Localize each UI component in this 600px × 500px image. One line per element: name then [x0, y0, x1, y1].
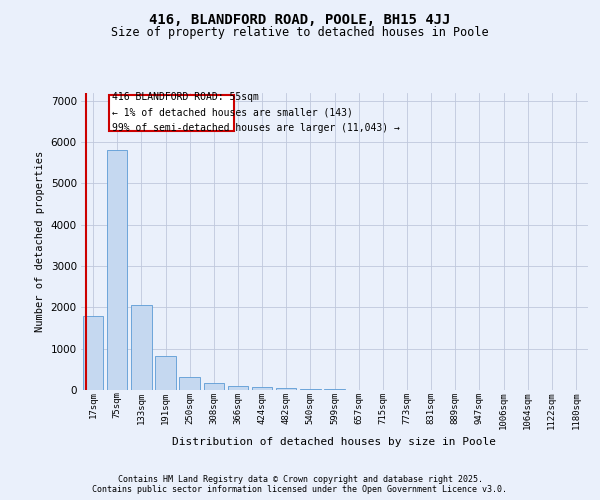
Y-axis label: Number of detached properties: Number of detached properties — [35, 150, 45, 332]
Bar — [131, 305, 152, 390]
Bar — [252, 386, 272, 390]
Bar — [83, 316, 103, 390]
Text: 416, BLANDFORD ROAD, POOLE, BH15 4JJ: 416, BLANDFORD ROAD, POOLE, BH15 4JJ — [149, 12, 451, 26]
Bar — [300, 388, 320, 390]
Bar — [179, 377, 200, 390]
X-axis label: Distribution of detached houses by size in Poole: Distribution of detached houses by size … — [173, 438, 497, 448]
Text: Contains HM Land Registry data © Crown copyright and database right 2025.
Contai: Contains HM Land Registry data © Crown c… — [92, 474, 508, 494]
Bar — [203, 383, 224, 390]
Bar — [227, 386, 248, 390]
FancyBboxPatch shape — [109, 94, 234, 131]
Text: Size of property relative to detached houses in Poole: Size of property relative to detached ho… — [111, 26, 489, 39]
Bar — [107, 150, 127, 390]
Bar — [324, 389, 345, 390]
Bar — [276, 388, 296, 390]
Bar — [155, 356, 176, 390]
Text: 416 BLANDFORD ROAD: 55sqm
← 1% of detached houses are smaller (143)
99% of semi-: 416 BLANDFORD ROAD: 55sqm ← 1% of detach… — [112, 92, 400, 134]
